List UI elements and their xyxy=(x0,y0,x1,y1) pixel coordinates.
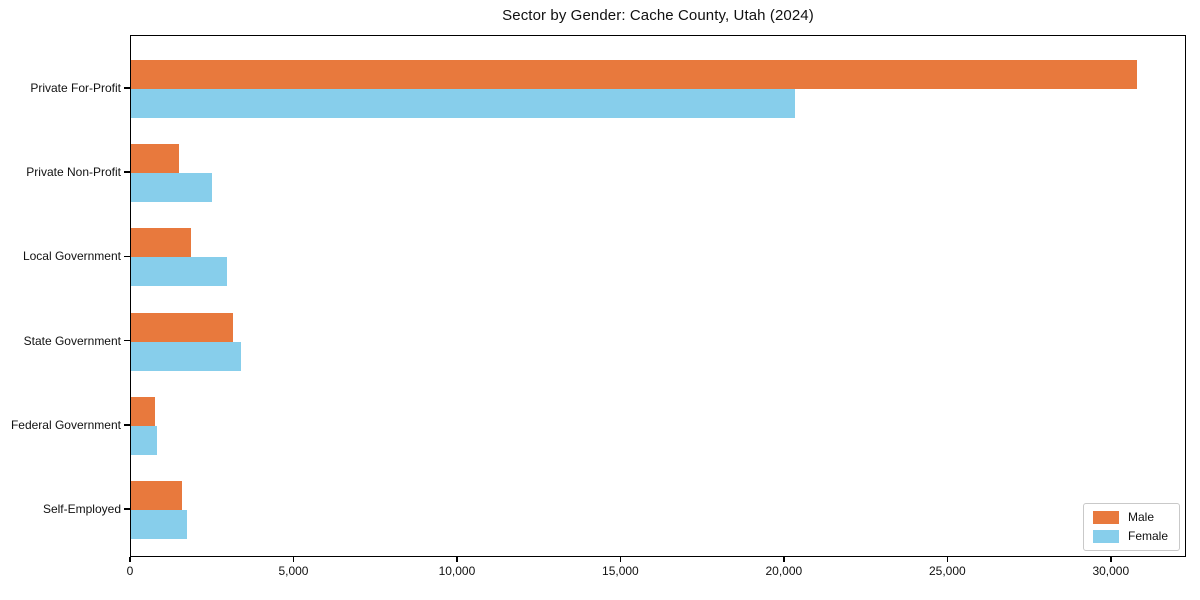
legend-label: Female xyxy=(1127,529,1168,543)
x-tick-mark xyxy=(783,557,785,562)
bar-female-private-non-profit xyxy=(131,173,213,203)
bar-female-private-for-profit xyxy=(131,89,796,118)
legend-item-female: Female xyxy=(1092,529,1168,543)
y-tick-label-self-employed: Self-Employed xyxy=(42,502,121,516)
bar-male-federal-government xyxy=(131,396,155,426)
chart-title: Sector by Gender: Cache County, Utah (20… xyxy=(502,7,814,24)
y-axis-labels: Private For-Profit Private Non-Profit Loca… xyxy=(0,35,121,557)
x-tick-mark xyxy=(946,557,949,562)
x-tick-label: 0 xyxy=(126,564,134,578)
y-tick-label-private-for-profit: Private For-Profit xyxy=(30,81,121,95)
y-tick-mark xyxy=(124,255,130,258)
legend-swatch-female xyxy=(1092,530,1119,543)
x-tick-mark xyxy=(456,557,458,562)
bar-male-private-for-profit xyxy=(131,60,1137,89)
bar-male-private-non-profit xyxy=(131,144,180,174)
y-tick-mark xyxy=(124,171,130,173)
y-tick-mark xyxy=(124,424,130,426)
bar-female-state-government xyxy=(131,341,241,371)
bar-female-local-government xyxy=(131,257,228,287)
x-tick-label: 30,000 xyxy=(1092,564,1130,578)
legend-label: Male xyxy=(1127,510,1154,524)
y-tick-label-federal-government: Federal Government xyxy=(10,417,121,432)
x-tick-label: 10,000 xyxy=(438,564,476,578)
x-tick-label: 20,000 xyxy=(765,564,803,578)
bar-male-local-government xyxy=(131,228,192,258)
x-tick-label: 5,000 xyxy=(278,564,309,578)
x-tick-label: 15,000 xyxy=(602,564,639,578)
legend: Male Female xyxy=(1082,503,1180,551)
x-tick-mark xyxy=(292,557,295,562)
bar-female-federal-government xyxy=(131,425,158,455)
y-tick-label-local-government: Local Government xyxy=(22,249,121,264)
x-tick-mark xyxy=(129,557,131,562)
x-tick-mark xyxy=(1110,557,1112,562)
bar-male-self-employed xyxy=(131,481,182,510)
x-tick-mark xyxy=(619,557,622,562)
y-tick-mark xyxy=(124,339,130,342)
y-tick-label-private-non-profit: Private Non-Profit xyxy=(26,165,121,180)
plot-area: Male Female xyxy=(130,35,1186,557)
y-tick-mark xyxy=(124,508,130,510)
y-tick-label-state-government: State Government xyxy=(23,333,121,348)
y-tick-mark xyxy=(124,87,130,89)
bar-male-state-government xyxy=(131,312,233,342)
legend-item-male: Male xyxy=(1092,510,1168,524)
legend-swatch-male xyxy=(1092,511,1119,524)
bar-female-self-employed xyxy=(131,510,187,539)
x-tick-label: 25,000 xyxy=(928,564,966,578)
